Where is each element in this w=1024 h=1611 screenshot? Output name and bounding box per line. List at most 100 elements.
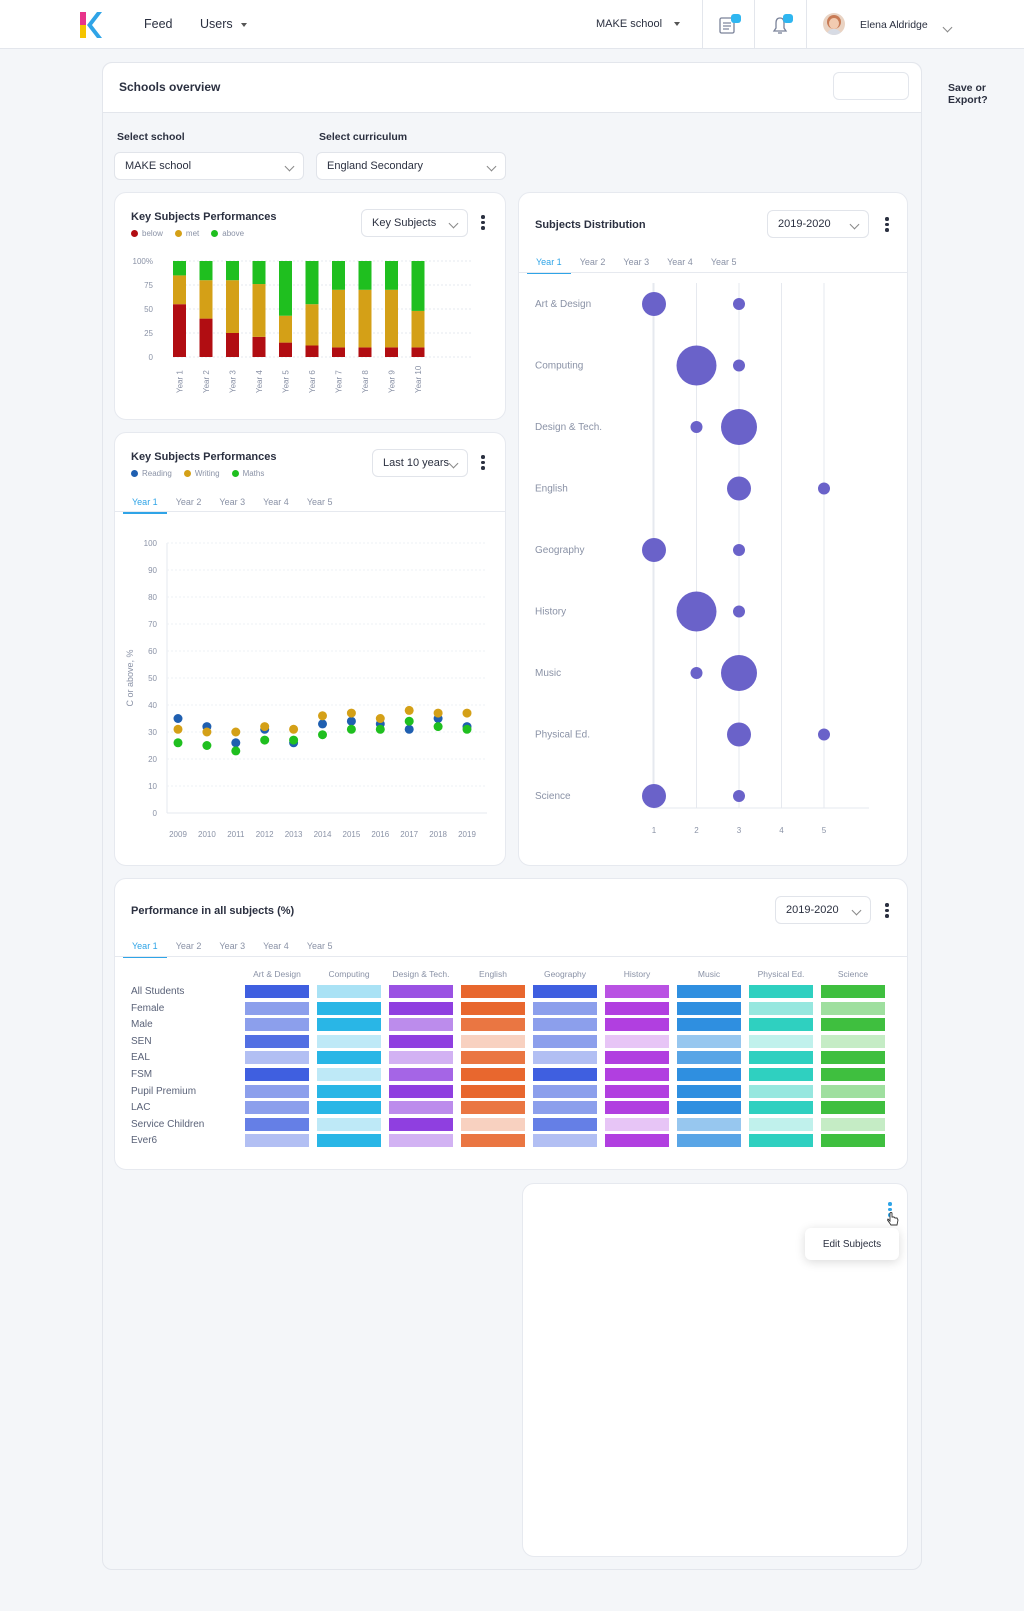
tab-year-3[interactable]: Year 3 — [623, 257, 650, 267]
heatmap-cell[interactable] — [605, 1117, 669, 1131]
heatmap-cell[interactable] — [389, 1051, 453, 1065]
heatmap-cell[interactable] — [461, 1068, 525, 1081]
heatmap-cell[interactable] — [533, 1034, 597, 1048]
heatmap-cell[interactable] — [677, 1101, 741, 1115]
tab-year-4[interactable]: Year 4 — [263, 941, 289, 951]
heatmap-cell[interactable] — [389, 1018, 453, 1032]
heatmap-cell[interactable] — [821, 1001, 885, 1015]
heatmap-cell[interactable] — [605, 1101, 669, 1115]
heatmap-cell[interactable] — [245, 985, 309, 998]
heatmap-cell[interactable] — [533, 1018, 597, 1032]
heatmap-cell[interactable] — [821, 1134, 885, 1148]
heatmap-cell[interactable] — [317, 1034, 381, 1048]
heatmap-cell[interactable] — [605, 1034, 669, 1048]
tab-year-2[interactable]: Year 2 — [579, 257, 606, 267]
heatmap-cell[interactable] — [677, 1051, 741, 1065]
heatmap-cell[interactable] — [749, 1068, 813, 1081]
heatmap-cell[interactable] — [389, 1034, 453, 1048]
heatmap-cell[interactable] — [533, 1084, 597, 1098]
tab-year-5[interactable]: Year 5 — [306, 941, 333, 951]
heatmap-cell[interactable] — [821, 1068, 885, 1081]
heatmap-cell[interactable] — [461, 1084, 525, 1098]
heatmap-cell[interactable] — [461, 1051, 525, 1065]
heatmap-cell[interactable] — [317, 1134, 381, 1148]
heatmap-cell[interactable] — [317, 1001, 381, 1015]
heatmap-cell[interactable] — [533, 1068, 597, 1081]
tab-year-4[interactable]: Year 4 — [667, 257, 693, 267]
header-action-button[interactable] — [833, 72, 909, 100]
tab-year-4[interactable]: Year 4 — [263, 497, 289, 507]
tab-year-5[interactable]: Year 5 — [306, 497, 333, 507]
heatmap-cell[interactable] — [389, 985, 453, 998]
heatmap-cell[interactable] — [605, 1084, 669, 1098]
heatmap-cell[interactable] — [749, 1101, 813, 1115]
heatmap-cell[interactable] — [461, 1101, 525, 1115]
year-range-dropdown[interactable]: 2019-2020 — [775, 896, 871, 924]
heatmap-cell[interactable] — [389, 1101, 453, 1115]
chevron-down-icon[interactable] — [942, 18, 953, 36]
heatmap-cell[interactable] — [749, 1018, 813, 1032]
more-options-icon[interactable] — [481, 455, 485, 470]
heatmap-cell[interactable] — [533, 1051, 597, 1065]
heatmap-cell[interactable] — [677, 1068, 741, 1081]
heatmap-cell[interactable] — [677, 1084, 741, 1098]
heatmap-cell[interactable] — [533, 1117, 597, 1131]
heatmap-cell[interactable] — [245, 1101, 309, 1115]
heatmap-cell[interactable] — [749, 1117, 813, 1131]
nav-users-menu[interactable]: Users — [200, 17, 247, 31]
heatmap-cell[interactable] — [821, 1034, 885, 1048]
user-name[interactable]: Elena Aldridge — [860, 19, 928, 31]
heatmap-cell[interactable] — [677, 1134, 741, 1148]
heatmap-cell[interactable] — [533, 1134, 597, 1148]
heatmap-cell[interactable] — [821, 1051, 885, 1065]
notifications-bell-icon[interactable] — [770, 14, 794, 41]
tasks-icon[interactable] — [718, 14, 742, 41]
heatmap-cell[interactable] — [605, 1001, 669, 1015]
tab-year-1[interactable]: Year 1 — [123, 497, 167, 514]
heatmap-cell[interactable] — [245, 1001, 309, 1015]
heatmap-cell[interactable] — [605, 1018, 669, 1032]
heatmap-cell[interactable] — [461, 985, 525, 998]
heatmap-cell[interactable] — [245, 1134, 309, 1148]
heatmap-cell[interactable] — [389, 1134, 453, 1148]
heatmap-cell[interactable] — [749, 1084, 813, 1098]
heatmap-cell[interactable] — [749, 1051, 813, 1065]
logo-icon[interactable] — [80, 12, 102, 38]
heatmap-cell[interactable] — [821, 1018, 885, 1032]
avatar[interactable] — [823, 13, 845, 35]
heatmap-cell[interactable] — [677, 1117, 741, 1131]
heatmap-cell[interactable] — [677, 1018, 741, 1032]
tab-year-3[interactable]: Year 3 — [219, 497, 246, 507]
heatmap-cell[interactable] — [389, 1117, 453, 1131]
heatmap-cell[interactable] — [821, 1101, 885, 1115]
time-range-dropdown[interactable]: Last 10 years — [372, 449, 468, 477]
heatmap-cell[interactable] — [533, 1001, 597, 1015]
heatmap-cell[interactable] — [533, 1101, 597, 1115]
heatmap-cell[interactable] — [461, 1034, 525, 1048]
school-switcher[interactable]: MAKE school — [596, 18, 681, 30]
heatmap-cell[interactable] — [245, 1018, 309, 1032]
heatmap-cell[interactable] — [461, 1134, 525, 1148]
heatmap-cell[interactable] — [821, 1084, 885, 1098]
save-export-link[interactable]: Save or Export? — [948, 82, 988, 106]
heatmap-cell[interactable] — [317, 985, 381, 998]
more-options-icon[interactable] — [481, 215, 485, 230]
heatmap-cell[interactable] — [389, 1001, 453, 1015]
heatmap-cell[interactable] — [605, 1068, 669, 1081]
heatmap-cell[interactable] — [605, 985, 669, 998]
heatmap-cell[interactable] — [245, 1051, 309, 1065]
heatmap-cell[interactable] — [317, 1068, 381, 1081]
heatmap-cell[interactable] — [461, 1001, 525, 1015]
heatmap-cell[interactable] — [749, 1034, 813, 1048]
tab-year-1[interactable]: Year 1 — [123, 941, 167, 958]
heatmap-cell[interactable] — [605, 1134, 669, 1148]
heatmap-cell[interactable] — [245, 1117, 309, 1131]
heatmap-cell[interactable] — [821, 1117, 885, 1131]
heatmap-cell[interactable] — [245, 1034, 309, 1048]
tab-year-2[interactable]: Year 2 — [175, 497, 202, 507]
key-subjects-dropdown[interactable]: Key Subjects — [361, 209, 468, 237]
more-options-icon[interactable] — [885, 217, 889, 232]
heatmap-cell[interactable] — [317, 1018, 381, 1032]
heatmap-cell[interactable] — [821, 985, 885, 998]
heatmap-cell[interactable] — [317, 1084, 381, 1098]
